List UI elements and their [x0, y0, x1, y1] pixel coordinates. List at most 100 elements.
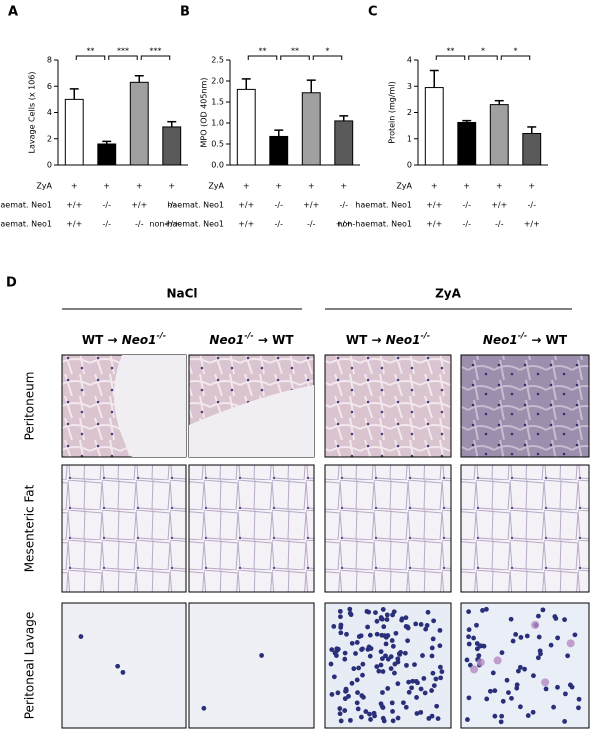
cell: [517, 664, 523, 670]
cell: [384, 612, 390, 618]
bar: [424, 87, 444, 166]
cell: [360, 661, 366, 667]
header-part: Neo1: [122, 333, 157, 347]
cell: [378, 662, 384, 668]
cell: [334, 646, 340, 652]
table-cell: +/+: [238, 220, 254, 229]
cell: [367, 632, 373, 638]
cell: [492, 713, 498, 719]
table-cell: -/-: [168, 201, 177, 210]
cell: [347, 610, 353, 616]
cell: [548, 642, 554, 648]
cell: [368, 717, 373, 722]
table-row-label: non-haemat. Neo1: [0, 220, 52, 229]
cell: [470, 665, 479, 674]
cell: [562, 617, 567, 623]
cell: [404, 662, 409, 668]
cell: [424, 623, 430, 628]
cell: [331, 624, 337, 629]
cell: [504, 677, 510, 683]
cell: [401, 700, 406, 706]
cell: [513, 632, 519, 637]
cell: [551, 704, 556, 710]
cell: [413, 621, 419, 627]
cell: [431, 618, 437, 624]
cell: [437, 664, 443, 670]
table-cell: +/+: [66, 220, 82, 229]
cell: [572, 632, 578, 638]
group-header: ZyA: [435, 287, 462, 301]
cell: [437, 627, 443, 633]
bar: [334, 120, 354, 166]
table-cell: +: [168, 182, 175, 191]
table-cell: +/+: [491, 201, 507, 210]
cell: [378, 616, 384, 622]
cell: [541, 678, 550, 687]
y-tick-label: 0.5: [211, 140, 224, 149]
cell: [355, 690, 360, 696]
table-row-label: ZyA: [208, 182, 224, 191]
cell: [406, 689, 412, 695]
significance-bracket: [140, 55, 171, 60]
table-row-label: non-haemat. Neo1: [149, 220, 224, 229]
cell: [355, 706, 361, 712]
cell: [433, 676, 439, 682]
cell: [565, 653, 571, 659]
cell: [563, 691, 568, 697]
cell: [354, 700, 360, 706]
cell: [464, 657, 470, 663]
cell: [395, 659, 401, 665]
cell: [540, 607, 546, 613]
significance-label: *: [481, 47, 485, 56]
cell: [466, 641, 472, 647]
significance-bracket: [280, 55, 310, 60]
cell: [380, 690, 385, 695]
cell: [403, 615, 409, 621]
cell: [359, 693, 365, 699]
y-tick-label: 0.0: [211, 161, 224, 170]
cell: [380, 669, 386, 674]
cell: [418, 709, 424, 715]
table-cell: -/-: [495, 220, 504, 229]
cell: [403, 704, 409, 710]
cell: [516, 668, 521, 674]
y-axis-label: Lavage Cells (x 106): [28, 72, 37, 154]
table-cell: -/-: [103, 220, 112, 229]
cell: [338, 718, 344, 724]
cell: [349, 640, 355, 646]
significance-label: **: [259, 47, 267, 56]
cell: [506, 690, 511, 696]
cell: [429, 653, 435, 659]
cell: [344, 631, 349, 637]
cell: [562, 719, 568, 724]
cell: [466, 634, 471, 640]
table-cell: +: [71, 182, 78, 191]
cell: [498, 719, 504, 725]
cell: [393, 630, 399, 636]
cell: [389, 700, 395, 706]
micrograph: [324, 464, 452, 593]
cell: [381, 624, 387, 630]
cell: [356, 665, 362, 671]
micrograph: [188, 602, 315, 729]
table-cell: +/+: [164, 220, 180, 229]
table-cell: +/+: [131, 201, 147, 210]
column-header: Neo1-/- → WT: [483, 331, 568, 347]
panel-label: B: [180, 5, 190, 20]
cell: [331, 674, 337, 680]
significance-label: **: [291, 47, 299, 56]
cell: [410, 678, 416, 684]
bar: [522, 133, 542, 166]
cell: [480, 608, 485, 613]
table-cell: +/+: [426, 220, 442, 229]
cell: [429, 688, 434, 693]
column-header: WT → Neo1-/-: [82, 331, 166, 347]
table-cell: +: [340, 182, 347, 191]
cell: [371, 710, 377, 716]
cell: [379, 656, 385, 662]
table-row-label: haemat. Neo1: [167, 201, 224, 210]
cell: [348, 717, 353, 723]
table-cell: -/-: [463, 220, 472, 229]
cell: [430, 636, 436, 642]
y-tick-label: 1.0: [211, 119, 224, 128]
